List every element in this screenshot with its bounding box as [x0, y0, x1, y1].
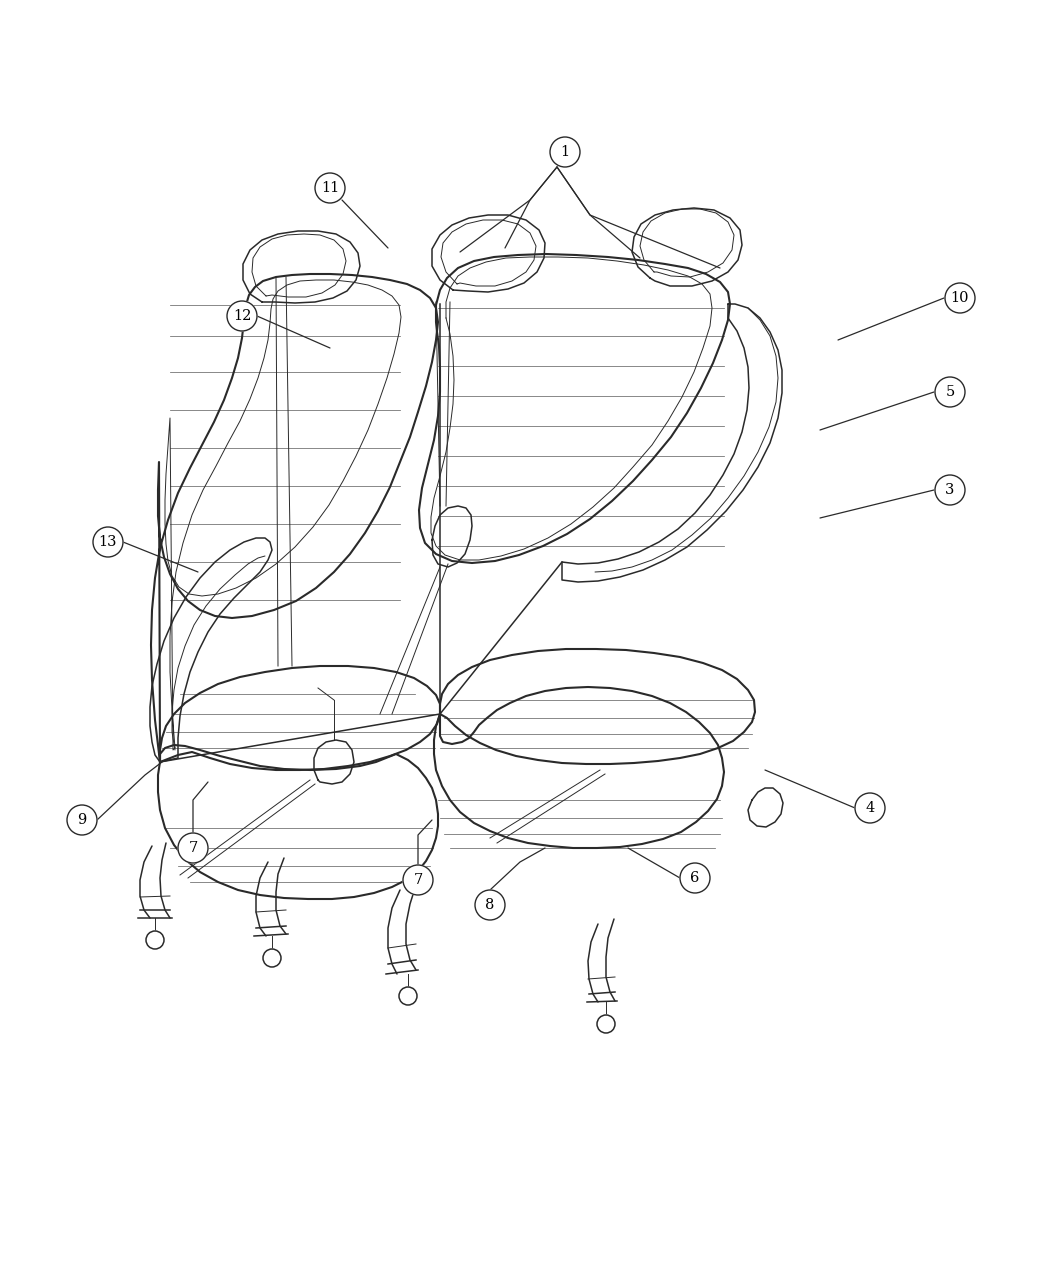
Text: 12: 12: [233, 309, 251, 323]
Circle shape: [146, 931, 164, 949]
Circle shape: [315, 173, 345, 203]
Circle shape: [855, 793, 885, 822]
Text: 1: 1: [561, 145, 569, 159]
Text: 10: 10: [950, 291, 969, 305]
Circle shape: [262, 949, 281, 966]
Circle shape: [178, 833, 208, 863]
Circle shape: [399, 987, 417, 1005]
Circle shape: [403, 864, 433, 895]
Text: 13: 13: [99, 536, 118, 550]
Circle shape: [945, 283, 975, 312]
Circle shape: [934, 476, 965, 505]
Circle shape: [597, 1015, 615, 1033]
Text: 7: 7: [414, 873, 422, 887]
Circle shape: [475, 890, 505, 921]
Text: 6: 6: [690, 871, 699, 885]
Circle shape: [67, 805, 97, 835]
Circle shape: [227, 301, 257, 332]
Text: 4: 4: [865, 801, 875, 815]
Circle shape: [93, 527, 123, 557]
Text: 3: 3: [945, 483, 954, 497]
Text: 11: 11: [321, 181, 339, 195]
Circle shape: [934, 377, 965, 407]
Text: 8: 8: [485, 898, 495, 912]
Text: 7: 7: [188, 842, 197, 856]
Circle shape: [550, 136, 580, 167]
Text: 9: 9: [78, 813, 86, 827]
Circle shape: [680, 863, 710, 892]
Text: 5: 5: [945, 385, 954, 399]
